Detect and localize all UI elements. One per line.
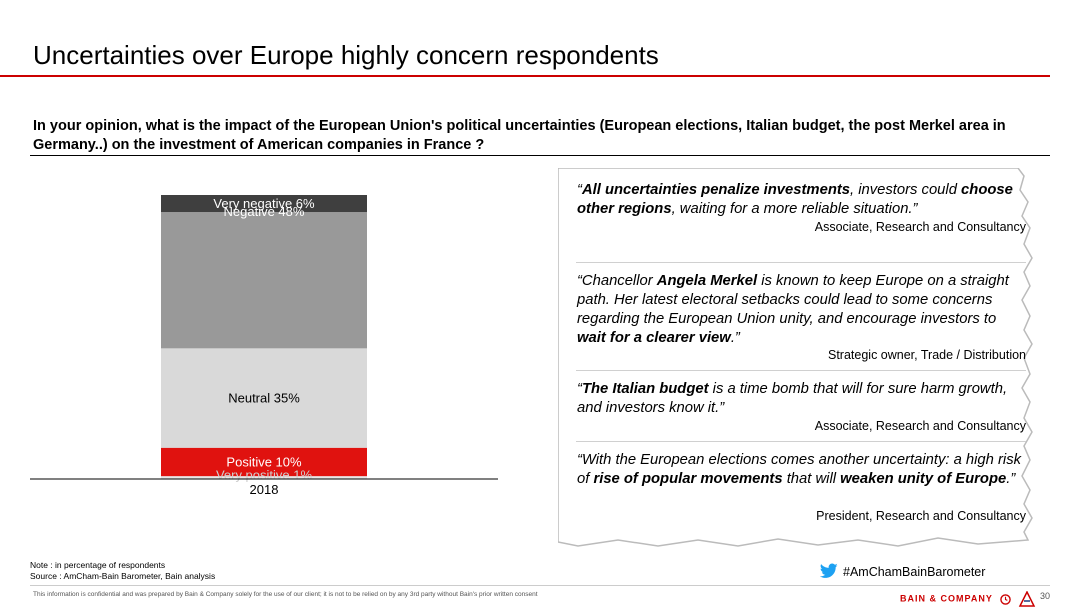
quote-run: .” [730, 330, 740, 346]
quote-1: “All uncertainties penalize investments,… [568, 181, 1028, 219]
hashtag: #AmChamBainBarometer [843, 565, 986, 579]
source-line: Source : AmCham-Bain Barometer, Bain ana… [30, 571, 216, 581]
survey-question: In your opinion, what is the impact of t… [33, 118, 1006, 153]
amcham-logo-icon [1018, 590, 1035, 607]
quote-4: “With the European elections comes anoth… [568, 451, 1028, 489]
quote-run: “Chancellor [577, 273, 657, 289]
quote-run: , investors could [850, 182, 962, 198]
quote-divider [576, 262, 1026, 263]
quote-run: .” [1006, 471, 1016, 487]
quote-divider [576, 441, 1026, 442]
footer-divider [30, 585, 1050, 586]
note-line: Note : in percentage of respondents [30, 560, 166, 570]
stacked-bar-chart: Very positive 1%Positive 10% Neutral 35% N… [30, 195, 498, 497]
footnote: Note : in percentage of respondents Sour… [30, 560, 215, 582]
quote-attribution: Associate, Research and Consultancy [814, 419, 1026, 433]
quote-text: “Chancellor Angela Merkel is known to ke… [568, 272, 1028, 348]
data-label: Neutral 35% [228, 391, 300, 406]
bar-segment-neutral [161, 348, 367, 448]
quote-emphasis: choose other regions [577, 182, 1013, 217]
data-label: Very negative 6% [213, 196, 315, 211]
quote-run: that will [782, 471, 841, 487]
quote-run: “ [577, 381, 582, 397]
data-label: Positive 10% [226, 454, 302, 469]
quote-emphasis: All uncertainties penalize investments [581, 182, 851, 198]
page-number: 30 [1040, 591, 1051, 601]
bar-segment-negative [161, 212, 367, 349]
quote-emphasis: The Italian budget [581, 381, 709, 397]
bar-segments [161, 195, 367, 479]
quote-text: “The Italian budget is a time bomb that … [568, 380, 1028, 418]
quote-divider [576, 370, 1026, 371]
bar-segment-very-positive [161, 476, 367, 479]
quote-3: “The Italian budget is a time bomb that … [568, 380, 1028, 418]
title-divider [0, 75, 1050, 77]
quote-2: “Chancellor Angela Merkel is known to ke… [568, 272, 1028, 348]
data-label: Negative 48% [224, 204, 305, 219]
quote-run: is known to keep Europe on a straight pa… [577, 273, 1009, 327]
confidentiality-notice: This information is confidential and was… [33, 591, 538, 598]
bar-labels: Very positive 1%Positive 10% Neutral 35% N… [213, 196, 315, 483]
quote-run: “With the European elections comes anoth… [577, 452, 1022, 487]
quote-run: “ [577, 182, 582, 198]
page-title: Uncertainties over Europe highly concern… [33, 40, 659, 70]
bar-segment-very-negative [161, 195, 367, 213]
quote-emphasis: rise of popular movements [593, 471, 783, 487]
quote-attribution: Strategic owner, Trade / Distribution [827, 348, 1026, 362]
quote-attribution: President, Research and Consultancy [816, 509, 1026, 523]
question-divider [30, 155, 1050, 156]
bain-clock-icon [1000, 593, 1011, 605]
quote-run: is a time bomb that will for sure harm g… [577, 381, 1008, 416]
quotes-panel: “All uncertainties penalize investments,… [558, 168, 1038, 548]
quote-text: “With the European elections comes anoth… [568, 451, 1028, 489]
bain-logo-icon: BAIN & COMPANY [900, 590, 1036, 607]
category-label: 2018 [250, 482, 279, 497]
quote-text: “All uncertainties penalize investments,… [568, 181, 1028, 219]
quote-emphasis: Angela Merkel [656, 273, 758, 289]
quote-emphasis: weaken unity of Europe [840, 471, 1007, 487]
quote-emphasis: wait for a clearer view [577, 330, 731, 346]
quote-attribution: Associate, Research and Consultancy [814, 220, 1026, 234]
bar-segment-positive [161, 447, 367, 477]
logo-text: BAIN & COMPANY [900, 593, 993, 604]
data-label: Very positive 1% [216, 468, 313, 483]
twitter-icon [820, 563, 838, 578]
quote-run: , waiting for a more reliable situation.… [671, 201, 918, 217]
